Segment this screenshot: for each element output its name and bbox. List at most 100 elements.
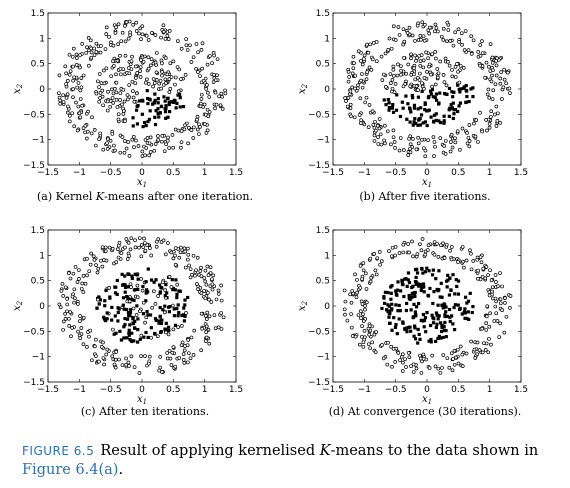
outer-ring-point [435,241,439,246]
cluster-open-point [425,70,429,74]
cluster-filled-point [175,296,179,300]
cluster-open-point [141,59,146,64]
cluster-filled-point [159,104,163,109]
outer-ring-point [78,319,82,323]
cluster-filled-point [133,326,137,330]
x-tick-label: 1 [487,168,493,178]
figure-reference-link[interactable]: Figure 6.4(a) [22,462,119,478]
cluster-open-point [415,55,419,60]
outer-ring-point [489,342,493,347]
outer-ring-point [120,135,125,139]
outer-ring-point [90,358,94,363]
cluster-filled-point [448,315,452,319]
x-tick-label: 0 [139,385,145,395]
cluster-filled-point [97,296,101,300]
cluster-filled-point [435,313,439,317]
outer-ring-point [88,328,93,333]
cluster-filled-point [164,116,168,120]
cluster-open-point [160,73,164,78]
cluster-filled-point [175,307,179,311]
cluster-filled-point [405,117,409,121]
outer-ring-point [352,61,356,65]
cluster-open-point [168,86,173,91]
outer-ring-point [204,339,208,343]
cluster-open-point [430,84,434,89]
cluster-filled-point [384,103,388,107]
outer-ring-point [64,82,69,86]
outer-ring-point [487,125,492,130]
outer-ring-point [81,315,86,320]
outer-ring-point [370,57,375,62]
cluster-filled-point [452,305,456,310]
outer-ring-point [458,344,463,349]
outer-ring-point [165,34,170,38]
cluster-open-point [441,73,446,77]
outer-ring-point [173,364,178,369]
outer-ring-point [173,246,178,250]
cluster-filled-point [457,307,462,311]
cluster-open-point [118,91,123,95]
outer-ring-point [123,139,127,143]
outer-ring-point [500,308,505,313]
cluster-open-point [105,108,110,113]
outer-ring-point [500,284,504,289]
outer-ring-point [207,314,212,319]
outer-ring-point [131,22,136,27]
cluster-filled-point [183,303,187,307]
outer-ring-point [72,124,77,129]
outer-ring-point [383,141,387,146]
outer-ring-point [171,345,176,350]
outer-ring-point [85,256,89,261]
outer-ring-point [57,73,62,78]
cluster-open-point [108,104,113,109]
outer-ring-point [99,345,104,349]
outer-ring-point [410,33,415,38]
cluster-open-point [413,77,418,82]
outer-ring-point [200,66,205,71]
cluster-open-point [167,90,172,94]
outer-ring-point [191,353,196,357]
cluster-filled-point [443,303,447,307]
cluster-open-point [420,81,424,86]
outer-ring-point [363,307,367,312]
cluster-filled-point [131,116,135,120]
outer-ring-point [390,364,394,369]
outer-ring-point [92,258,97,262]
cluster-open-point [176,325,181,329]
outer-ring-point [469,267,474,272]
outer-ring-point [185,343,190,348]
cluster-open-point [418,59,423,63]
outer-ring-point [207,341,212,346]
y-tick-label: 0 [324,302,330,312]
outer-ring-point [163,252,168,257]
outer-ring-point [441,26,446,31]
cluster-filled-point [382,295,386,299]
outer-ring-point [99,44,103,48]
cluster-filled-point [122,336,126,340]
outer-ring-point [185,48,190,52]
cluster-filled-point [438,321,443,325]
outer-ring-point [374,39,379,44]
outer-ring-point [498,76,503,81]
cluster-filled-point [416,341,420,345]
y-tick-label: −1 [32,353,45,363]
outer-ring-point [471,38,476,43]
cluster-open-point [169,285,174,289]
cluster-filled-point [466,310,470,314]
outer-ring-point [111,43,116,48]
cluster-filled-point [451,116,455,121]
outer-ring-point [189,335,194,340]
outer-ring-point [486,350,491,355]
cluster-filled-point [454,278,458,282]
cluster-filled-point [186,295,190,300]
outer-ring-point [355,278,359,282]
cluster-open-point [183,73,188,77]
scatter-points [57,236,226,375]
cluster-filled-point [386,290,390,295]
cluster-filled-point [463,295,468,299]
cluster-open-point [98,96,102,100]
cluster-filled-point [408,297,412,301]
outer-ring-point [75,56,79,60]
outer-ring-point [153,33,158,37]
outer-ring-point [143,354,147,358]
